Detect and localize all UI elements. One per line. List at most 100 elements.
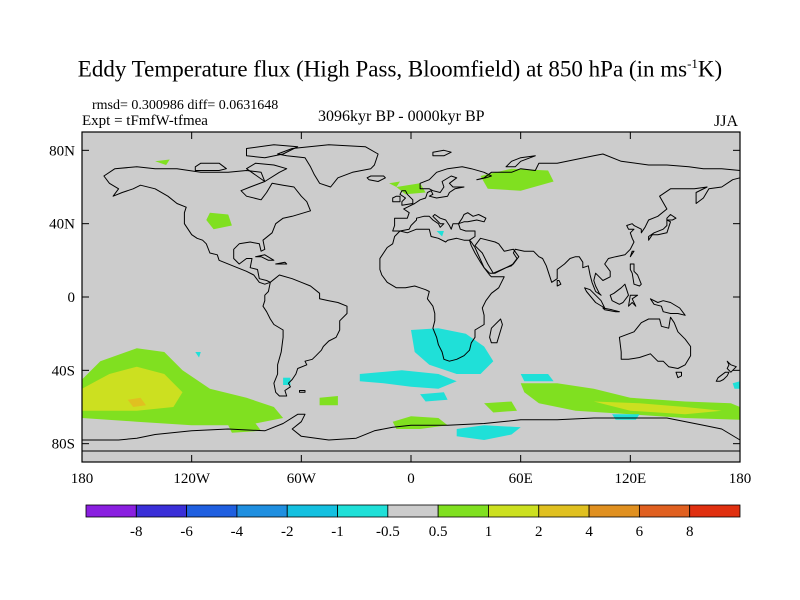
anomaly-region-neg_low-14: [411, 328, 494, 374]
period-label: 3096kyr BP - 0000kyr BP: [318, 108, 485, 125]
coastline-ellesmere: [246, 144, 299, 159]
colorbar-swatch: [186, 504, 238, 518]
colorbar-swatch: [286, 504, 338, 518]
anomaly-region-neg_low-15: [359, 370, 457, 389]
season-label: JJA: [714, 113, 739, 130]
anomaly-region-pos_low-7: [484, 401, 517, 413]
lon-tick-label: 120W: [173, 471, 211, 487]
colorbar-label: 0.5: [429, 524, 448, 540]
anomaly-region-neg_low-22: [436, 231, 444, 237]
coastline-africa: [379, 228, 505, 362]
coastline-new-guinea: [649, 298, 686, 316]
colorbar-label: 8: [686, 524, 694, 540]
map-title-text: Eddy Temperature flux (High Pass, Bloomf…: [77, 56, 688, 82]
colorbar-swatch: [236, 504, 288, 518]
coastline-victoria-i: [194, 162, 227, 171]
coastline-hokkaido: [666, 214, 677, 221]
coastline-baffin: [246, 162, 288, 182]
coastline-borneo: [609, 283, 629, 305]
coastline-greenland: [277, 144, 379, 188]
anomaly-region-neg_low-18: [456, 425, 521, 440]
colorbar: -8 -6 -4 -2 -1 -0.5 0.5 1 2 4 6 8: [85, 504, 741, 540]
colorbar-label: -8: [130, 524, 143, 540]
colorbar-label: -0.5: [376, 524, 400, 540]
coastline-philippines: [629, 263, 642, 287]
colorbar-swatch: [588, 504, 640, 518]
colorbar-label: 4: [585, 524, 593, 540]
colorbar-swatch: [387, 504, 439, 518]
anomaly-region-neg_low-16: [420, 392, 448, 402]
colorbar-swatch: [538, 504, 590, 518]
colorbar-label: -2: [281, 524, 294, 540]
anomaly-region-pos_mid-1: [82, 366, 183, 411]
coastline-layer: [81, 144, 741, 452]
colorbar-swatch: [85, 504, 137, 518]
coastline-north-america: [103, 166, 311, 285]
colorbar-swatch: [488, 504, 540, 518]
coastline-britain: [399, 190, 414, 206]
coastline-ireland: [392, 195, 401, 203]
colorbar-swatch: [437, 504, 489, 518]
anomaly-region-pos_low-10: [480, 168, 554, 191]
lon-tick-label: 60W: [287, 471, 317, 487]
anomaly-region-neg_low-23: [195, 352, 201, 358]
map-title-unit: K): [697, 56, 723, 82]
anomaly-layer: [82, 159, 740, 440]
axis-ticks: 180 120W 60W 0 60E 120E 180 80N 40N 0 40S 80S: [49, 132, 751, 487]
colorbar-swatch: [135, 504, 188, 518]
anomaly-region-neg_low-19: [612, 414, 640, 420]
lat-tick-label: 40N: [49, 217, 75, 233]
colorbar-swatch: [337, 504, 389, 518]
coastline-hispaniola: [275, 261, 288, 265]
coastline-australia: [618, 316, 692, 369]
lon-tick-label: 0: [407, 471, 415, 487]
coastline-cuba: [255, 254, 275, 261]
lat-tick-label: 40S: [52, 363, 75, 379]
anomaly-region-pos_low-8: [319, 396, 338, 406]
lon-tick-label: 120E: [614, 471, 646, 487]
rmsd-diff-stats: rmsd= 0.300986 diff= 0.0631648: [92, 98, 279, 113]
coastline-svalbard: [432, 149, 452, 157]
coastline-tasmania: [675, 371, 682, 379]
lon-tick-label: 180: [729, 471, 752, 487]
experiment-label: Expt = tFmfW-tfmea: [82, 113, 208, 129]
lat-tick-label: 80S: [52, 437, 75, 453]
anomaly-region-pos_low-12: [155, 159, 170, 165]
coastline-japan: [648, 219, 671, 241]
anomaly-region-pos_mid-5: [593, 401, 722, 415]
anomaly-region-pos_low-11: [396, 183, 426, 195]
anomaly-region-pos_low-13: [389, 181, 400, 187]
colorbar-label: -4: [231, 524, 244, 540]
lat-tick-label: 0: [68, 290, 76, 306]
coastline-novaya-zemlya: [505, 155, 536, 168]
anomaly-region-neg_low-20: [732, 381, 740, 389]
anomaly-region-neg_low-17: [520, 374, 554, 382]
coastline-new-zealand-n: [726, 360, 737, 373]
coastline-java: [602, 307, 620, 313]
anomaly-region-pos_high-2: [127, 397, 146, 407]
colorbar-swatch: [689, 504, 741, 518]
colorbar-label: -1: [331, 524, 344, 540]
lat-tick-label: 80N: [49, 143, 75, 159]
coastline-south-america: [262, 274, 348, 397]
coastline-falklands: [299, 390, 306, 393]
map-title: Eddy Temperature flux (High Pass, Bloomf…: [0, 56, 800, 83]
lon-tick-label: 60E: [509, 471, 533, 487]
lon-tick-label: 180: [71, 471, 94, 487]
colorbar-label: 1: [485, 524, 493, 540]
coastline-sri-lanka: [556, 280, 562, 287]
coastline-new-zealand-s: [715, 371, 730, 382]
coastline-iceland: [366, 175, 386, 182]
coastline-madagascar: [489, 318, 503, 344]
coastline-taiwan: [629, 250, 635, 258]
colorbar-label: 6: [636, 524, 644, 540]
colorbar-label: -6: [180, 524, 193, 540]
coastline-sulawesi: [628, 294, 639, 307]
coastline-eurasia: [392, 153, 741, 296]
colorbar-label: 2: [535, 524, 543, 540]
colorbar-swatch: [638, 504, 691, 518]
anomaly-region-pos_low-9: [206, 212, 232, 230]
coastline-arabia: [474, 237, 520, 274]
map-title-superscript: -1: [687, 56, 698, 71]
